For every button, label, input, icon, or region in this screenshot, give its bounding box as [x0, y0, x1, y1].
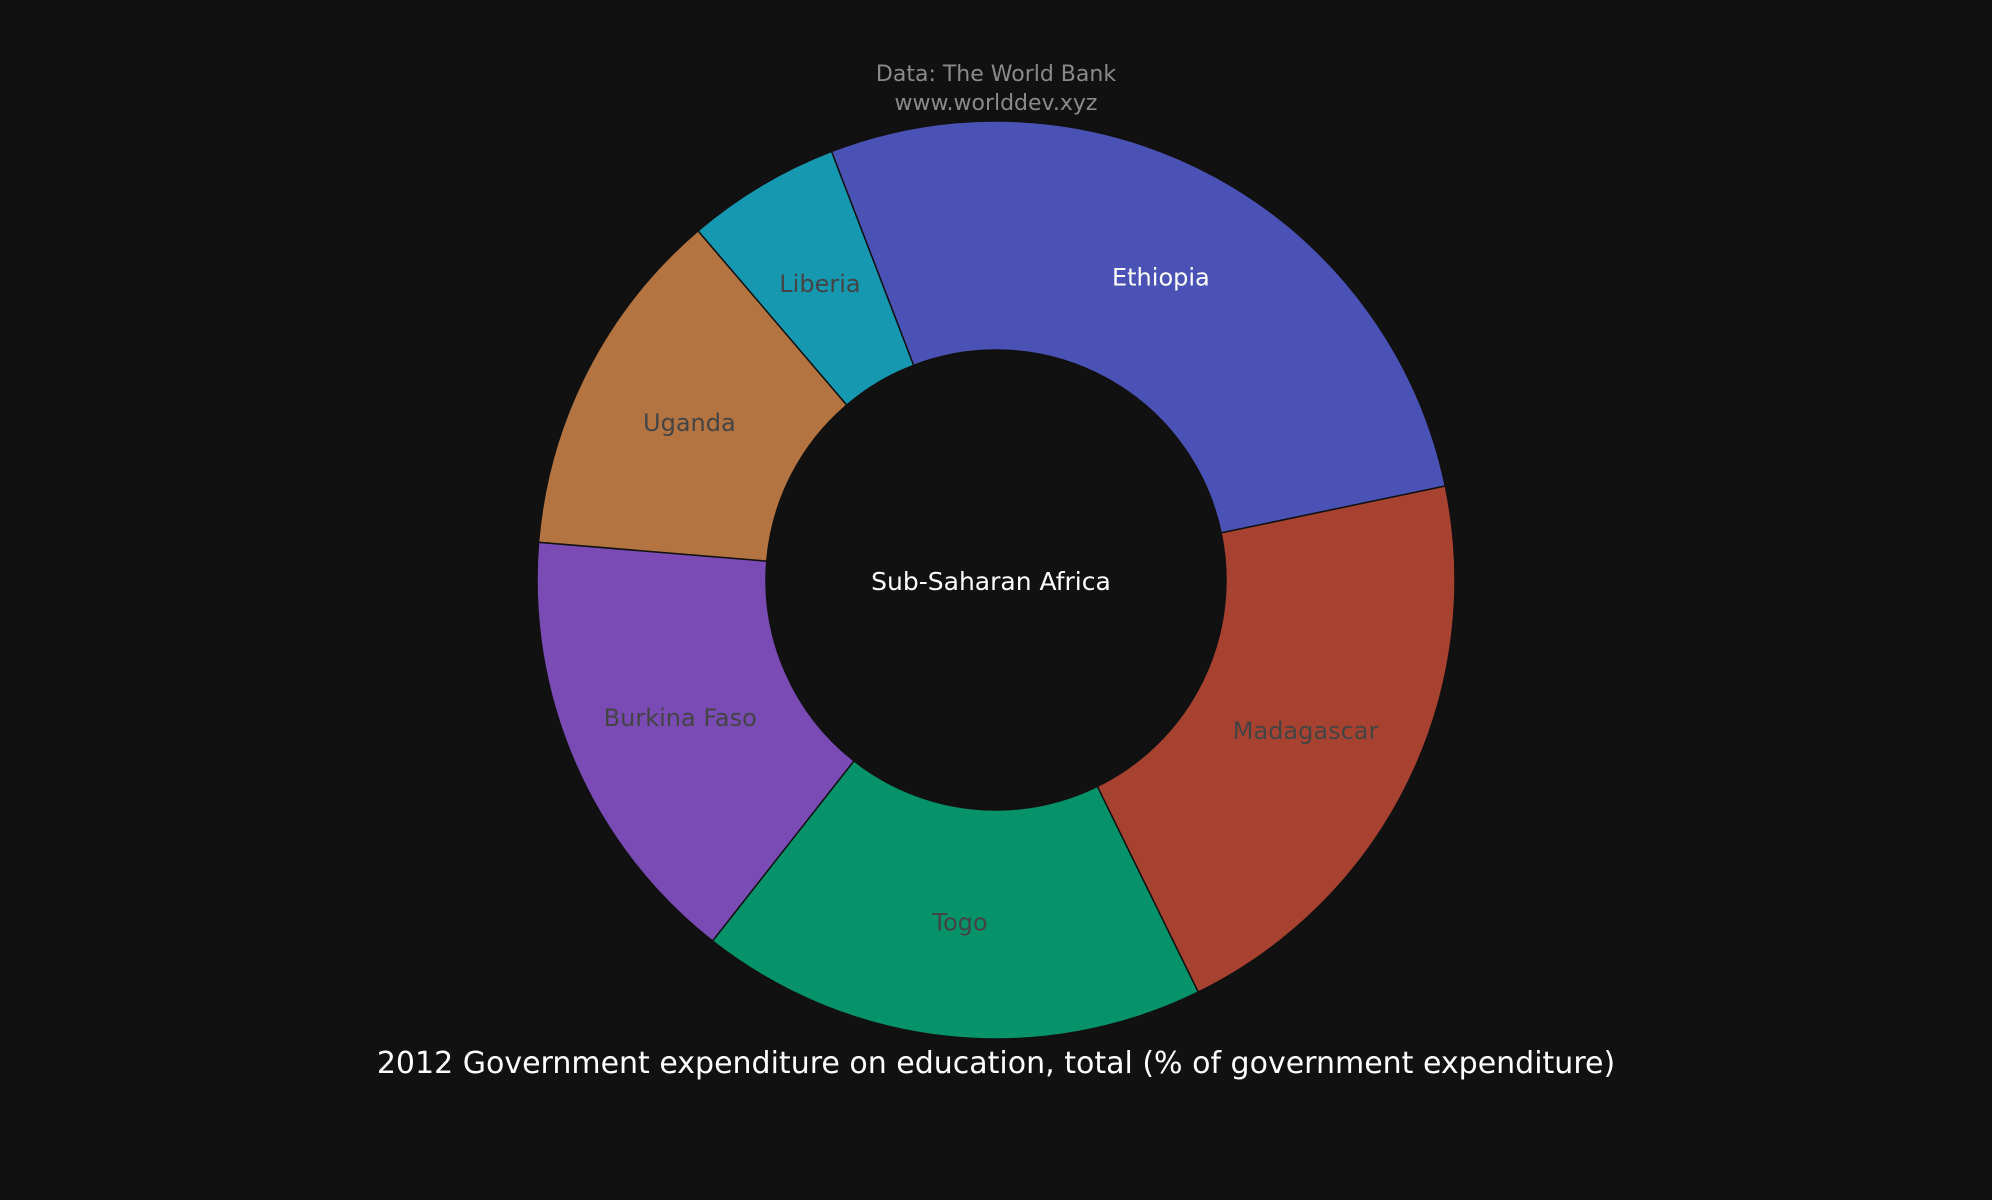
- slice-group: [536, 120, 1456, 1040]
- slice-label-madagascar: Madagascar: [1233, 717, 1379, 745]
- slice-label-togo: Togo: [931, 909, 987, 937]
- slice-label-ethiopia: Ethiopia: [1112, 264, 1210, 292]
- slice-label-group: Ethiopia Madagascar Togo Burkina Faso Uganda…: [604, 264, 1379, 937]
- slice-label-burkina-faso: Burkina Faso: [604, 704, 757, 732]
- chart-title: 2012 Government expenditure on education…: [377, 1046, 1615, 1081]
- slice-togo: [711, 759, 1200, 1040]
- slice-label-liberia: Liberia: [779, 270, 860, 298]
- slice-liberia: [697, 150, 915, 407]
- slice-uganda: [537, 229, 848, 562]
- center-label: Sub-Saharan Africa: [871, 567, 1111, 596]
- slice-label-uganda: Uganda: [643, 409, 736, 437]
- source-line-2: www.worlddev.xyz: [895, 91, 1098, 116]
- slice-ethiopia: [830, 120, 1447, 534]
- source-line-1: Data: The World Bank: [876, 62, 1116, 87]
- slice-burkina-faso: [536, 541, 855, 943]
- slice-madagascar: [1096, 485, 1456, 994]
